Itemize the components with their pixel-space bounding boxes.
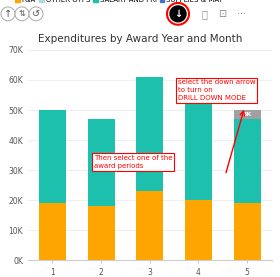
Bar bbox=[136, 77, 163, 191]
Bar bbox=[88, 119, 115, 206]
Text: select the down arrow
to turn on
DRILL DOWN MODE: select the down arrow to turn on DRILL D… bbox=[178, 79, 255, 101]
Text: 3K: 3K bbox=[242, 112, 252, 117]
Text: ⊡: ⊡ bbox=[218, 9, 226, 19]
Circle shape bbox=[15, 7, 29, 21]
Bar bbox=[185, 200, 212, 260]
Bar bbox=[185, 101, 212, 200]
Text: 31K: 31K bbox=[46, 154, 59, 159]
Text: 33K: 33K bbox=[192, 148, 205, 153]
Legend: F&A, OTHER OTPS, SALARY AND FRI, SUPPLIES & MAT: F&A, OTHER OTPS, SALARY AND FRI, SUPPLIE… bbox=[12, 0, 226, 6]
Text: ↑: ↑ bbox=[4, 9, 12, 19]
Text: 18K: 18K bbox=[94, 231, 108, 236]
Text: ↓: ↓ bbox=[174, 9, 182, 19]
Bar bbox=[39, 203, 66, 260]
Circle shape bbox=[170, 6, 186, 22]
Text: 19K: 19K bbox=[46, 229, 59, 234]
Circle shape bbox=[29, 7, 43, 21]
Circle shape bbox=[1, 7, 15, 21]
Text: 23K: 23K bbox=[143, 223, 157, 228]
Text: Expenditures by Award Year and Month: Expenditures by Award Year and Month bbox=[38, 34, 242, 44]
Bar bbox=[39, 110, 66, 203]
Text: 🖈: 🖈 bbox=[201, 9, 207, 19]
Bar bbox=[234, 203, 260, 260]
Text: ↺: ↺ bbox=[32, 9, 40, 19]
Text: ···: ··· bbox=[237, 9, 246, 19]
Text: ⇅: ⇅ bbox=[18, 9, 25, 18]
Bar bbox=[88, 206, 115, 260]
Text: 38K: 38K bbox=[143, 132, 157, 137]
Text: 20K: 20K bbox=[192, 228, 205, 233]
Text: Then select one of the
award periods: Then select one of the award periods bbox=[94, 155, 172, 169]
Bar bbox=[234, 119, 260, 203]
Bar bbox=[136, 191, 163, 260]
Bar bbox=[234, 110, 260, 119]
Text: 29K: 29K bbox=[94, 160, 108, 165]
Text: 19K: 19K bbox=[240, 229, 254, 234]
